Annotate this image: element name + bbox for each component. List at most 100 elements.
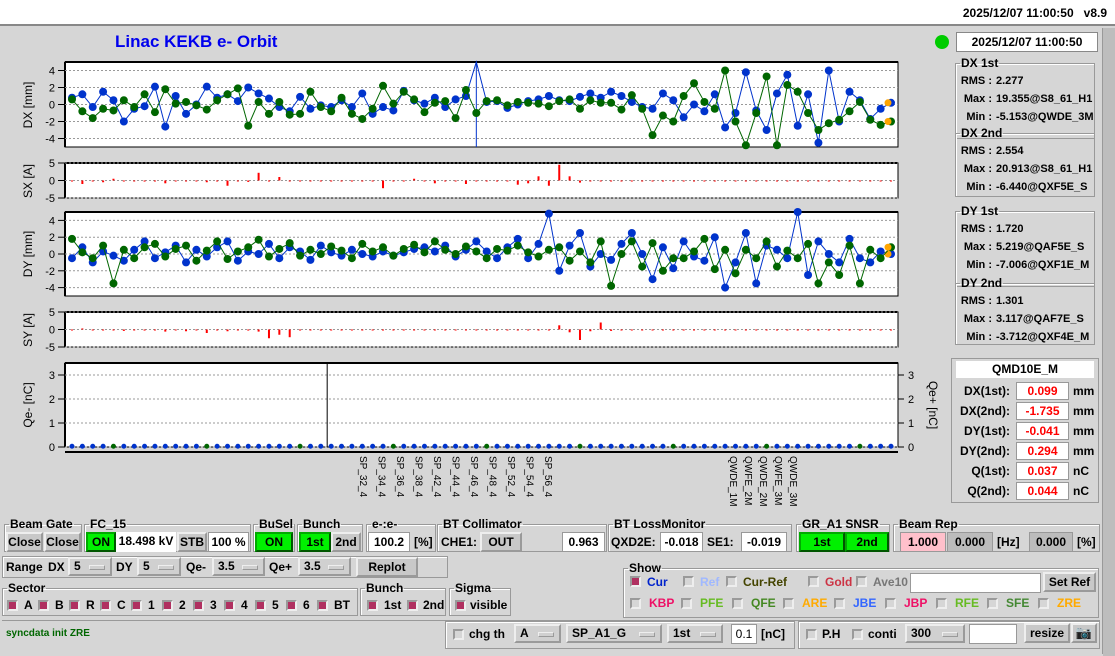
range-qe-minus-select[interactable]: 3.5 — [212, 557, 265, 576]
show-ref-checkbox[interactable] — [683, 576, 694, 587]
bunch-2nd-button[interactable]: 2nd — [331, 532, 361, 552]
sy-bar — [361, 329, 364, 331]
sx-bar — [112, 178, 115, 181]
sx-bar — [506, 180, 509, 182]
dy-point — [793, 254, 802, 263]
sy-bar — [350, 329, 353, 331]
beam-gate-close-2-button[interactable]: Close — [44, 532, 81, 552]
chg-monitor-select[interactable]: SP_A1_G — [566, 624, 662, 643]
replot-button[interactable]: Replot — [356, 557, 418, 577]
dx-point — [99, 104, 108, 113]
show-ave10-checkbox[interactable] — [856, 576, 867, 587]
dy-point — [430, 237, 439, 246]
show-sfe-checkbox[interactable] — [987, 598, 998, 609]
gr-2nd-button[interactable]: 2nd — [845, 532, 889, 552]
dy-point — [482, 254, 491, 263]
dy-point — [845, 234, 854, 243]
bunch-2nd-checkbox[interactable] — [407, 600, 418, 611]
show-rfe-checkbox[interactable] — [936, 598, 947, 609]
fc15-stb-button[interactable]: STB — [177, 532, 207, 552]
sy-bar — [651, 329, 654, 331]
ph-checkbox[interactable] — [806, 629, 817, 640]
show-gold-checkbox[interactable] — [808, 576, 819, 587]
fc15-on-button[interactable]: ON — [86, 532, 116, 552]
sx-bar — [205, 180, 208, 183]
sector-2-checkbox[interactable] — [162, 600, 173, 611]
camera-icon[interactable]: 📷 — [1071, 623, 1097, 643]
chg-sector-select[interactable]: A — [514, 624, 561, 643]
sx-bar — [890, 180, 892, 182]
sector-B-checkbox[interactable] — [38, 600, 49, 611]
ph-input[interactable] — [969, 624, 1017, 644]
show-cur-ref-checkbox[interactable] — [726, 576, 737, 587]
show-jbp-checkbox[interactable] — [885, 598, 896, 609]
dy-point — [835, 258, 844, 267]
show-kbp-checkbox[interactable] — [630, 598, 641, 609]
dx-point — [264, 109, 273, 118]
ref-file-input[interactable] — [910, 573, 1041, 593]
scrollbar[interactable] — [1103, 28, 1115, 656]
sector-3-checkbox[interactable] — [193, 600, 204, 611]
range-dy-select[interactable]: 5 — [137, 557, 181, 576]
beam-gate-close-1-button[interactable]: Close — [6, 532, 43, 552]
stats-dy-1st: DY 1st RMS :1.720 Max :5.219@QAF5E_S Min… — [955, 205, 1095, 287]
monitor-value: -0.041 — [1016, 422, 1069, 440]
dy-point — [658, 266, 667, 275]
bunch-1st-checkbox[interactable] — [367, 600, 378, 611]
sx-bar — [869, 180, 872, 182]
range-dx-select[interactable]: 5 — [68, 557, 112, 576]
max-label: Max : — [963, 93, 992, 105]
dy-point — [617, 250, 626, 258]
resize-button[interactable]: resize — [1024, 623, 1070, 643]
show-qfe-checkbox[interactable] — [732, 598, 743, 609]
sx-bar — [755, 180, 758, 182]
x-tick-label: SP_34_4 — [376, 456, 387, 498]
show-cur-checkbox[interactable] — [630, 576, 641, 587]
sector-6-checkbox[interactable] — [286, 600, 297, 611]
dy-point — [669, 264, 678, 273]
dy-point — [721, 245, 730, 254]
conti-checkbox[interactable] — [852, 629, 863, 640]
set-ref-button[interactable]: Set Ref — [1043, 572, 1096, 592]
gr-1st-button[interactable]: 1st — [799, 532, 845, 552]
dy-point — [213, 237, 222, 246]
show-jbe-checkbox[interactable] — [834, 598, 845, 609]
dy-point — [772, 262, 781, 271]
range-qe-plus-select[interactable]: 3.5 — [298, 557, 351, 576]
chg-bunch-select[interactable]: 1st — [667, 624, 723, 643]
show-zre-checkbox[interactable] — [1038, 598, 1049, 609]
chg-th-checkbox[interactable] — [453, 629, 464, 640]
range-group — [2, 556, 448, 578]
sector-1-checkbox[interactable] — [131, 600, 142, 611]
busel-on-button[interactable]: ON — [255, 532, 293, 552]
dx-point — [752, 109, 761, 117]
dy-point — [835, 271, 844, 279]
sx-bar — [340, 180, 343, 182]
dy-point — [493, 244, 502, 253]
qe-point — [421, 443, 427, 449]
sy-tick-label: 5 — [49, 307, 55, 319]
sx-bar — [122, 180, 125, 182]
sigma-visible-checkbox[interactable] — [455, 600, 466, 611]
collimator-state-button[interactable]: OUT — [480, 532, 522, 552]
sector-BT-checkbox[interactable] — [317, 600, 328, 611]
sector-R-checkbox[interactable] — [69, 600, 80, 611]
sy-bar — [174, 329, 177, 331]
chg-threshold-input[interactable]: 0.1 — [731, 624, 757, 644]
sy-bar — [827, 329, 830, 331]
count-select[interactable]: 300 — [905, 624, 965, 643]
show-are-checkbox[interactable] — [783, 598, 794, 609]
sector-C-checkbox[interactable] — [100, 600, 111, 611]
dy-point — [752, 254, 761, 263]
dx-point — [575, 92, 584, 101]
sy-bar — [195, 329, 198, 331]
sector-5-checkbox[interactable] — [255, 600, 266, 611]
bunch-1st-button[interactable]: 1st — [299, 532, 331, 552]
dx-point — [866, 115, 875, 124]
qe-point — [79, 443, 85, 449]
sector-A-checkbox[interactable] — [7, 600, 18, 611]
sector-4-checkbox[interactable] — [224, 600, 235, 611]
sy-bar — [423, 329, 426, 331]
show-pfe-checkbox[interactable] — [681, 598, 692, 609]
dy-point — [347, 245, 356, 254]
